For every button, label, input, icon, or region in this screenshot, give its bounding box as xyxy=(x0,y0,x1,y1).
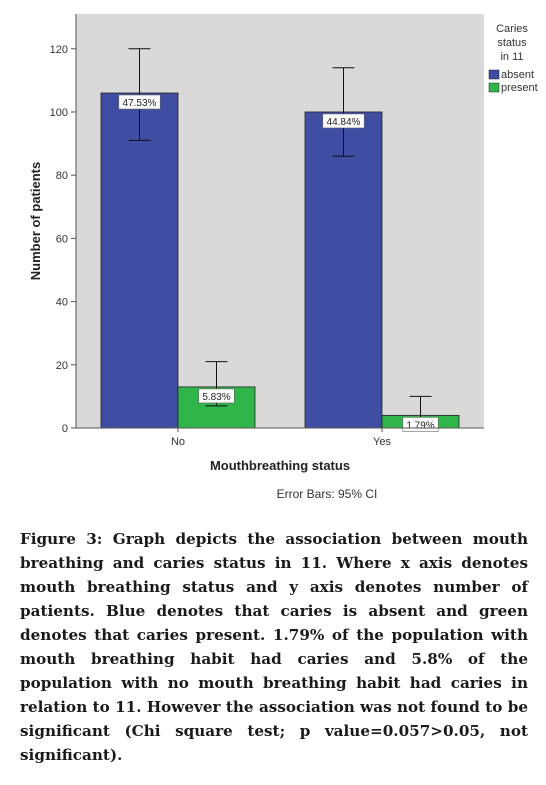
y-tick-label: 60 xyxy=(56,233,68,245)
bar-absent-no xyxy=(100,92,179,429)
error-bar-note: Error Bars: 95% CI xyxy=(277,487,378,501)
data-label-box xyxy=(198,388,235,404)
chart-svg: 47.53% 5.83% 44.84% 1.79% 0 20 40 60 80 100 120 No… xyxy=(28,14,538,501)
y-tick-label: 100 xyxy=(50,107,68,119)
x-tick-label: No xyxy=(171,436,185,448)
chart-figure: 47.53% 5.83% 44.84% 1.79% 0 20 40 60 80 100 120 No… xyxy=(28,14,538,501)
y-tick-label: 120 xyxy=(50,44,68,56)
legend-swatch-present xyxy=(488,82,500,93)
legend-title-line-1: Caries xyxy=(496,23,528,35)
y-tick-label: 0 xyxy=(62,423,68,435)
data-label: 5.83% xyxy=(202,392,230,403)
legend-swatch-absent xyxy=(488,69,500,80)
data-label-box xyxy=(118,94,161,110)
x-tick-label: Yes xyxy=(373,436,391,448)
y-tick-label: 80 xyxy=(56,170,68,182)
y-axis-title: Number of patients xyxy=(28,162,43,280)
data-label: 47.53% xyxy=(123,98,157,109)
legend-label-absent: absent xyxy=(501,69,534,81)
data-label-box xyxy=(322,113,365,129)
bar-absent-yes xyxy=(304,111,383,429)
legend-label-present: present xyxy=(501,82,538,94)
y-tick-label: 20 xyxy=(56,360,68,372)
data-label: 1.79% xyxy=(406,420,434,431)
data-label: 44.84% xyxy=(327,117,361,128)
figure-caption: Figure 3: Graph depicts the association … xyxy=(20,530,528,764)
y-tick-label: 40 xyxy=(56,297,68,309)
legend-title-line-2: status xyxy=(497,37,527,49)
x-axis-title: Mouthbreathing status xyxy=(210,458,350,473)
legend-title-line-3: in 11 xyxy=(500,51,523,63)
